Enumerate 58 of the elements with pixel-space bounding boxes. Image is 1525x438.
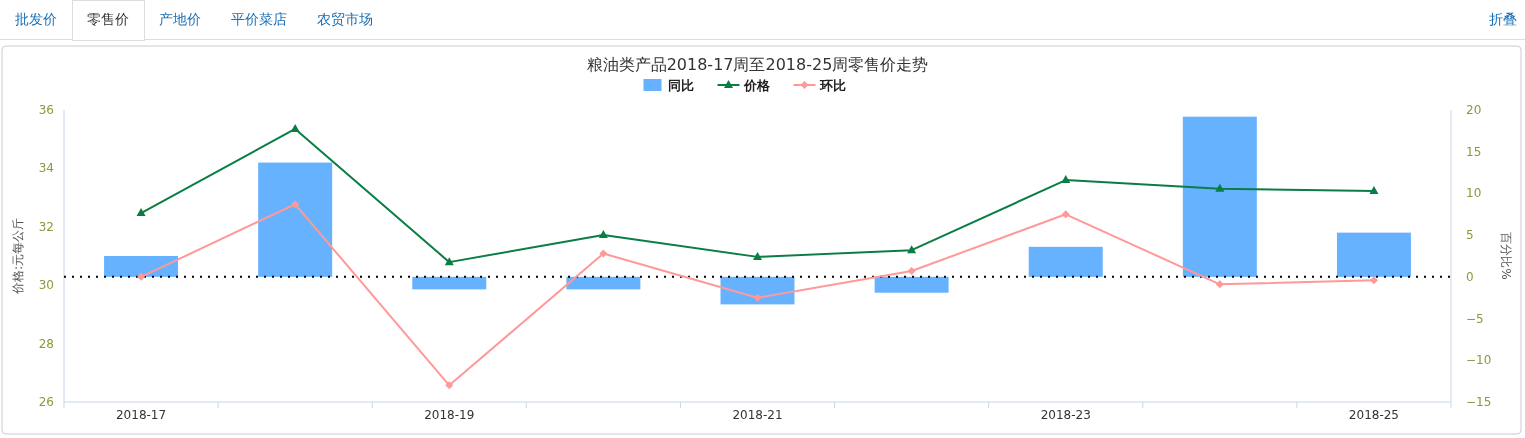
bar bbox=[1028, 246, 1103, 277]
legend-label: 价格 bbox=[742, 78, 771, 93]
point bbox=[598, 229, 608, 238]
x-tick-label: 2018-19 bbox=[424, 408, 475, 422]
point bbox=[907, 245, 917, 254]
bar bbox=[1182, 116, 1257, 277]
bar bbox=[720, 276, 795, 305]
y-tick-label: 30 bbox=[38, 278, 54, 293]
bar bbox=[104, 256, 179, 277]
text: 零售价 bbox=[87, 11, 129, 27]
y2-tick-label: 0 bbox=[1466, 269, 1474, 284]
point bbox=[1369, 276, 1378, 285]
y2-tick-label: 5 bbox=[1466, 228, 1474, 243]
y2-axis-title: 百分比% bbox=[1499, 232, 1513, 280]
text: 折叠 bbox=[1489, 11, 1517, 27]
y2-tick-label: 20 bbox=[1466, 103, 1482, 117]
x-tick-label: 2018-23 bbox=[1040, 408, 1091, 422]
text: 批发价 bbox=[15, 11, 57, 27]
text: 产地价 bbox=[159, 11, 201, 27]
point bbox=[1061, 210, 1070, 219]
y2-tick-label: −5 bbox=[1466, 311, 1484, 326]
chart-title: 粮油类产品2018-17周至2018-25周零售价走势 bbox=[586, 55, 929, 74]
point bbox=[599, 249, 608, 258]
x-tick-label: 2018-17 bbox=[115, 408, 167, 422]
bar bbox=[874, 276, 949, 293]
point bbox=[290, 123, 300, 132]
x-tick-label: 2018-21 bbox=[732, 408, 783, 422]
y2-tick-label: −10 bbox=[1466, 353, 1492, 368]
y-tick-label: 28 bbox=[38, 336, 54, 351]
legend-label: 环比 bbox=[818, 78, 846, 93]
text: 平价菜店 bbox=[231, 11, 287, 27]
text: 农贸市场 bbox=[317, 11, 373, 27]
y-tick-label: 32 bbox=[38, 219, 54, 234]
point bbox=[753, 293, 762, 302]
bar bbox=[566, 276, 641, 290]
y2-tick-label: −15 bbox=[1466, 395, 1492, 409]
point bbox=[136, 208, 146, 217]
y-tick-label: 34 bbox=[38, 161, 54, 176]
y-tick-label: 26 bbox=[38, 395, 54, 409]
y2-tick-label: 10 bbox=[1466, 186, 1482, 201]
point bbox=[1061, 175, 1071, 184]
point bbox=[753, 251, 762, 260]
y-tick-label: 36 bbox=[38, 103, 54, 117]
legend-label: 同比 bbox=[667, 78, 694, 93]
x-tick-label: 2018-25 bbox=[1348, 408, 1400, 422]
bar bbox=[258, 162, 333, 277]
point bbox=[1369, 185, 1379, 194]
point bbox=[445, 381, 454, 390]
point bbox=[1215, 280, 1224, 289]
y2-tick-label: 15 bbox=[1466, 144, 1482, 159]
bar bbox=[1336, 232, 1411, 277]
point bbox=[137, 272, 146, 281]
point bbox=[907, 267, 916, 276]
point bbox=[1215, 183, 1225, 192]
y-axis-title: 价格:元每公斤 bbox=[11, 217, 25, 296]
point bbox=[291, 200, 300, 209]
bar bbox=[412, 276, 487, 290]
point bbox=[444, 257, 454, 266]
